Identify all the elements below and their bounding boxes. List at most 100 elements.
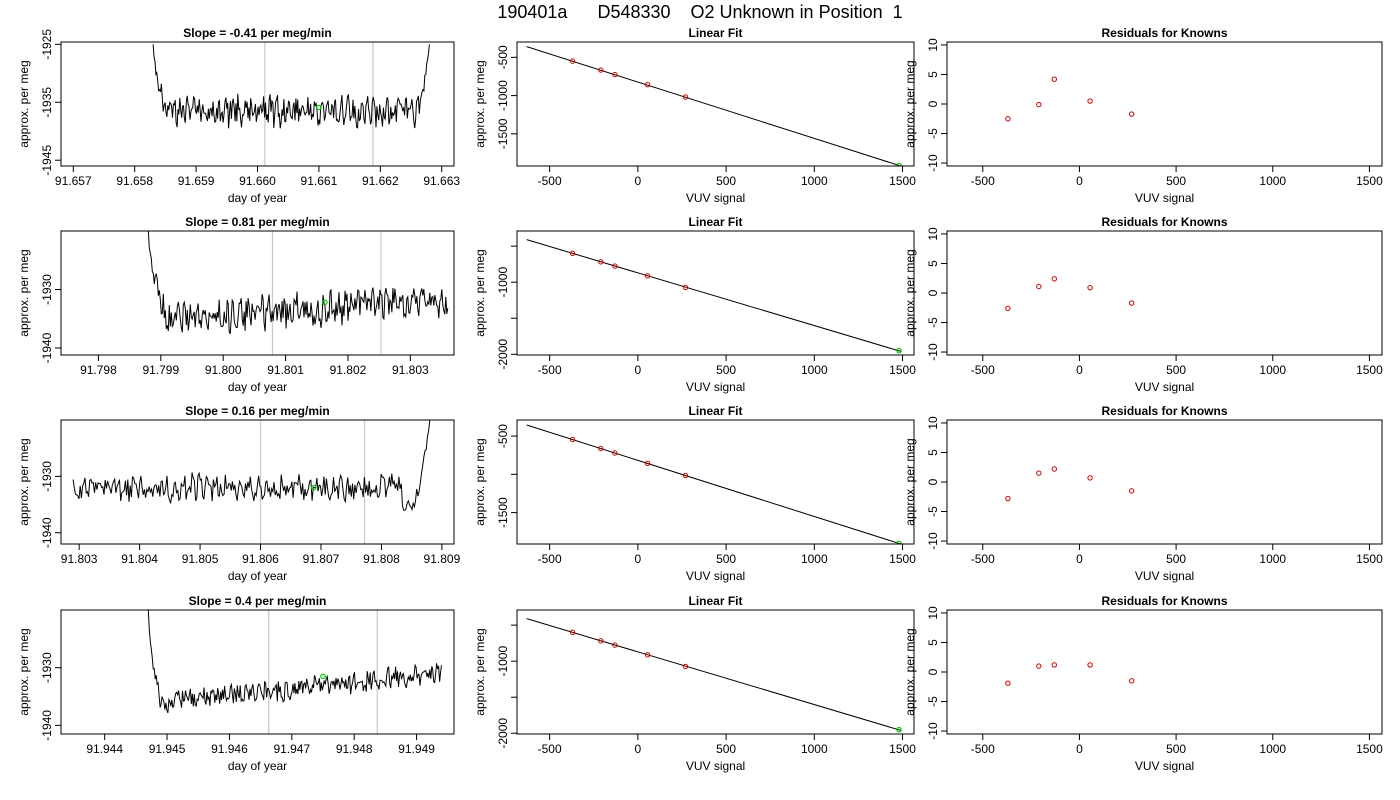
panel-3-3-residual-point-1	[1036, 470, 1042, 476]
panel-1-3-ytick-label-0: -10	[926, 154, 940, 172]
panel-3-3-title: Residuals for Knowns	[1101, 404, 1227, 418]
panel-2-1-data	[147, 231, 449, 335]
panel-3-3-residual-point-4	[1128, 488, 1135, 494]
panel-2-1-frame	[60, 230, 455, 356]
panel-4-1-ytick-label-0: -1940	[40, 710, 54, 741]
panel-1-3-xtick-label-3: 1000	[1259, 174, 1286, 188]
panel-2-3-ylabel: approx. per meg	[903, 249, 917, 336]
panel-1-1-ytick-label-0: -1945	[40, 145, 54, 176]
panel-1-1-xtick-label-6: 91.663	[423, 174, 460, 188]
panel-3-1-title: Slope = 0.16 per meg/min	[185, 404, 329, 418]
panel-4-1-xlabel: day of year	[228, 759, 287, 773]
panel-4-2-data	[526, 618, 902, 733]
panel-3-3-residual-point-3	[1087, 475, 1093, 481]
panel-2-3-xtick-label-4: 1500	[1356, 363, 1383, 377]
panel-1-3-ytick-label-1: -5	[926, 128, 940, 139]
panel-2-3-residual-point-1	[1036, 283, 1042, 290]
panel-3-2-known-point-2	[612, 450, 618, 456]
panel-4-3-frame	[946, 609, 1383, 735]
panel-2-1-xtick-label-1: 91.799	[142, 363, 179, 377]
panel-4-2-ylabel: approx. per meg	[473, 628, 487, 715]
panel-4-2-xlabel: VUV signal	[686, 759, 745, 773]
panel-3-3-xlabel: VUV signal	[1135, 569, 1194, 583]
panel-3-3-xtick-label-3: 1000	[1259, 552, 1286, 566]
panel-2-1-xlabel: day of year	[228, 380, 287, 394]
panel-4-3-ytick-label-3: 5	[926, 639, 940, 646]
panel-2-3-residual-point-4	[1128, 300, 1135, 306]
panel-1-1-xtick-label-0: 91.657	[55, 174, 92, 188]
panel-4-1-trace-0	[147, 610, 442, 714]
panel-2-2-frame	[516, 230, 915, 356]
panel-3-1-data	[72, 420, 431, 512]
panel-1-3-xlabel: VUV signal	[1135, 191, 1194, 205]
panel-1-2-xlabel: VUV signal	[686, 191, 745, 205]
panel-2-3-ytick-label-2: 0	[926, 289, 940, 296]
panel-4-3-residual-point-3	[1087, 662, 1093, 668]
panel-4-3-residual-point-2	[1051, 662, 1058, 668]
panel-2-3-title: Residuals for Knowns	[1101, 215, 1227, 229]
panel-3-1-xtick-label-5: 91.808	[363, 552, 400, 566]
panel-1-2-known-point-4	[682, 94, 689, 100]
panel-1-3-ytick-label-3: 5	[926, 71, 940, 78]
panel-1-2-ytick-label-1: -1000	[496, 80, 510, 111]
panel-2-2-known-point-1	[598, 259, 604, 265]
panel-3-1: Slope = 0.16 per meg/min 91.803 91.804 91.8…	[17, 404, 461, 583]
panel-4-2-ytick-label-0: -2000	[496, 718, 510, 749]
panel-1-2-xtick-label-4: 1500	[889, 174, 916, 188]
panel-1-3: Residuals for Knowns -500 0 500 1000 1500 -10 -…	[903, 26, 1383, 205]
panel-3-1-trace-0	[72, 420, 431, 512]
panel-1-3-ytick-label-2: 0	[926, 100, 940, 107]
panel-2-2-xtick-label-0: -500	[538, 363, 562, 377]
panel-4-1-xtick-label-2: 91.946	[211, 742, 248, 756]
panel-3-2-known-point-0	[569, 436, 576, 443]
panel-2-2-ytick-label-1: -1000	[496, 267, 510, 298]
panel-4-1-frame	[60, 609, 455, 735]
panel-3-2-title: Linear Fit	[688, 404, 742, 418]
panel-1-2-known-point-3	[644, 82, 651, 88]
panel-1-3-title: Residuals for Knowns	[1101, 26, 1227, 40]
panel-3-3: Residuals for Knowns -500 0 500 1000 1500 -10 -…	[903, 404, 1383, 583]
panel-4-1-xtick-label-5: 91.949	[398, 742, 435, 756]
panel-3-1-ytick-label-0: -1940	[40, 517, 54, 548]
panel-4-2-fit-line	[526, 618, 901, 731]
panel-4-1-xtick-label-4: 91.948	[336, 742, 373, 756]
panel-1-2-data	[526, 46, 902, 166]
panel-2-3-xlabel: VUV signal	[1135, 380, 1194, 394]
panel-1-3-ylabel: approx. per meg	[903, 60, 917, 147]
panel-3-3-ylabel: approx. per meg	[903, 438, 917, 525]
panel-4-3-xtick-label-0: -500	[971, 742, 995, 756]
panel-1-1-ytick-label-2: -1925	[40, 29, 54, 60]
panel-4-2-known-point-2	[612, 642, 618, 648]
panel-3-3-residual-point-2	[1051, 466, 1058, 472]
panel-4-3-xlabel: VUV signal	[1135, 759, 1194, 773]
panel-1-3-xtick-label-0: -500	[971, 174, 995, 188]
panel-2-3-xtick-label-3: 1000	[1259, 363, 1286, 377]
panel-2-1-xtick-label-0: 91.798	[80, 363, 117, 377]
panel-2-2-ytick-label-0: -2000	[496, 339, 510, 370]
panel-3-3-ytick-label-1: -5	[926, 506, 940, 517]
panel-3-2-xtick-label-3: 1000	[801, 552, 828, 566]
panel-1-1-ylabel: approx. per meg	[17, 60, 31, 147]
panel-1-3-residual-point-3	[1087, 98, 1093, 104]
panel-2-2: Linear Fit -500 0 500 1000 1500 -2000 -1000 VUV …	[473, 215, 916, 394]
panel-2-2-known-point-0	[569, 250, 576, 257]
panel-1-2-xtick-label-3: 1000	[801, 174, 828, 188]
panel-1-1-xtick-label-1: 91.658	[116, 174, 153, 188]
panel-4-2: Linear Fit -500 0 500 1000 1500 -2000 -1000 VUV …	[473, 594, 916, 773]
panel-1-1-xlabel: day of year	[228, 191, 287, 205]
panel-2-2-data	[526, 239, 902, 354]
panel-2-1-ytick-label-1: -1930	[40, 274, 54, 305]
panel-3-1-xlabel: day of year	[228, 569, 287, 583]
panel-3-2: Linear Fit -500 0 500 1000 1500 -1500 -500 VUV s…	[473, 404, 916, 583]
panel-1-2-known-point-2	[612, 71, 618, 78]
panel-3-2-known-point-4	[682, 472, 689, 479]
panel-1-3-ytick-label-4: 10	[926, 38, 940, 52]
panel-1-2-fit-line	[526, 46, 901, 166]
panel-4-3-residual-point-4	[1128, 678, 1135, 684]
panel-4-3-xtick-label-3: 1000	[1259, 742, 1286, 756]
panel-3-2-xtick-label-2: 500	[716, 552, 736, 566]
panel-3-3-residual-point-0	[1005, 495, 1011, 502]
panel-2-1-unknown-point	[322, 299, 328, 306]
panel-3-3-frame	[946, 419, 1383, 545]
panel-3-2-frame	[516, 419, 915, 545]
